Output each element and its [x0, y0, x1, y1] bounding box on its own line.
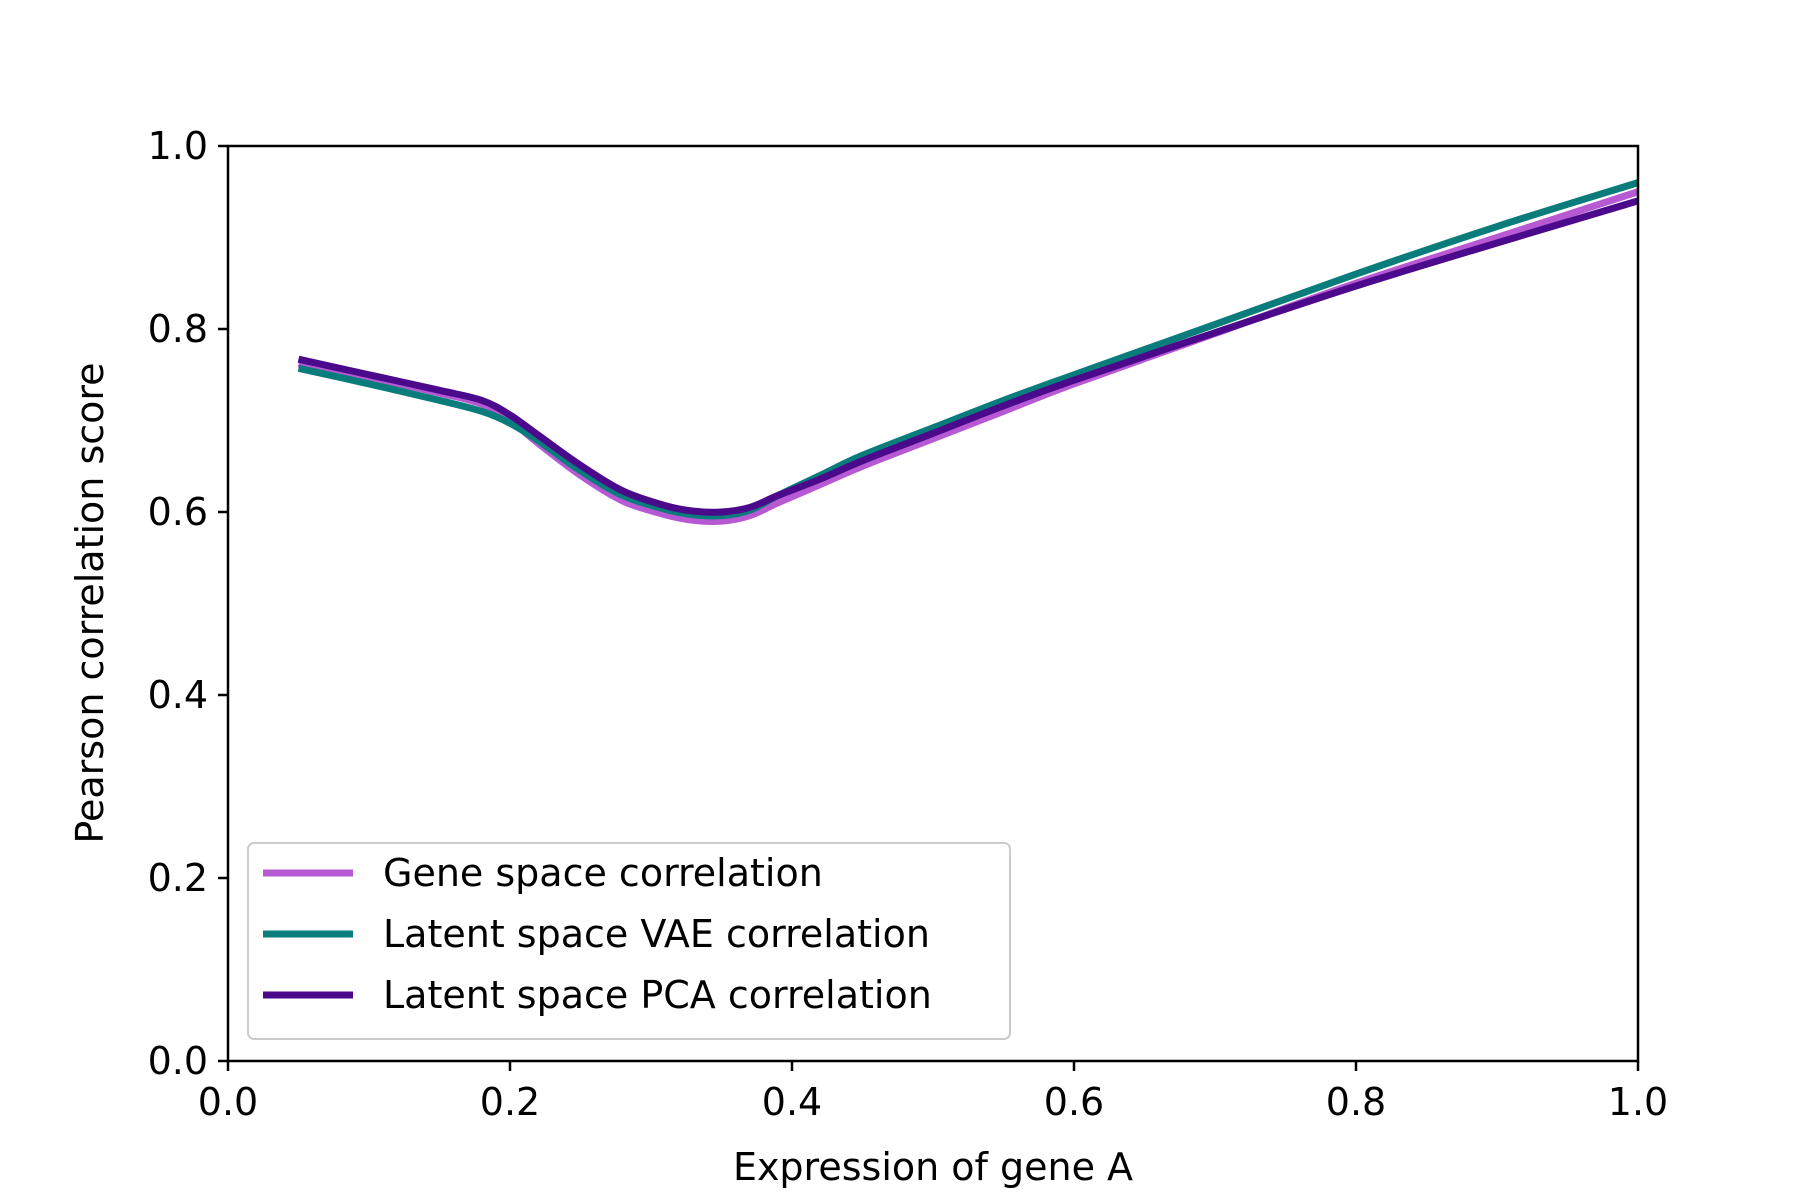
x-tick-label: 1.0: [1608, 1080, 1668, 1124]
x-axis: 0.0 0.2 0.4 0.6 0.8 1.0: [198, 1061, 1668, 1124]
y-tick-label: 0.0: [148, 1039, 208, 1083]
x-tick-label: 0.6: [1044, 1080, 1104, 1124]
x-tick-label: 0.0: [198, 1080, 258, 1124]
y-axis: 0.0 0.2 0.4 0.6 0.8 1.0: [148, 124, 228, 1083]
series-line-latent-space-pca-correlation: [297, 197, 1640, 516]
legend: Gene space correlation Latent space VAE c…: [247, 842, 1011, 1040]
series-layer: [297, 179, 1640, 525]
x-tick-label: 0.8: [1326, 1080, 1386, 1124]
x-axis-label: Expression of gene A: [733, 1145, 1133, 1189]
y-axis-label: Pearson correlation score: [68, 362, 112, 843]
plot-frame: [226, 144, 1640, 1063]
legend-label: Gene space correlation: [383, 851, 823, 895]
legend-label: Latent space PCA correlation: [383, 973, 932, 1017]
y-tick-label: 0.2: [148, 856, 208, 900]
y-tick-label: 1.0: [148, 124, 208, 168]
y-tick-label: 0.6: [148, 490, 208, 534]
y-tick-label: 0.8: [148, 307, 208, 351]
legend-label: Latent space VAE correlation: [383, 912, 930, 956]
y-tick-label: 0.4: [148, 673, 208, 717]
x-tick-label: 0.2: [480, 1080, 540, 1124]
x-tick-label: 0.4: [762, 1080, 822, 1124]
legend-box: [247, 842, 1011, 1040]
